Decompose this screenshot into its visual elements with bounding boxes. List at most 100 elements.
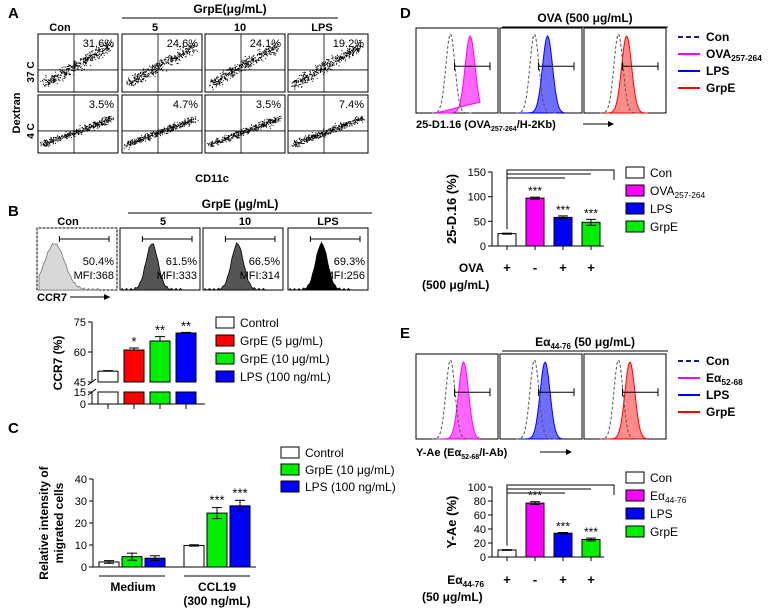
legend-swatch	[215, 316, 235, 329]
legend-swatch	[625, 507, 645, 520]
legend-label: Con	[650, 166, 672, 180]
group-label-ccl19: CCL19	[198, 580, 236, 594]
legend-label: Eα44-76	[650, 489, 687, 505]
legend-label: GrpE (5 μg/mL)	[240, 334, 323, 348]
ccr7-histogram	[289, 241, 351, 291]
control-histogram	[516, 33, 556, 114]
scatter-points	[123, 116, 199, 150]
panel-c-letter: C	[8, 420, 19, 437]
cd11c-axis-label: CD11c	[195, 173, 229, 185]
significance-label: ***	[556, 203, 570, 217]
bar-lower	[175, 391, 197, 405]
ccr7-percent: 69.3%	[334, 256, 365, 268]
y-tick-label: 100	[468, 482, 486, 494]
ea-header: Eα44-76 (50 μg/mL)	[535, 335, 635, 351]
y-tick-label: 20	[474, 538, 486, 550]
quadrant-percent: 24.6%	[167, 38, 198, 50]
col-label-lps: LPS	[311, 22, 332, 34]
legend-label: GrpE	[650, 220, 678, 234]
legend-label: GrpE	[706, 405, 735, 419]
legend-label: GrpE (10 μg/mL)	[240, 352, 330, 366]
b-col-5: 5	[160, 216, 166, 228]
treatment-histogram	[519, 361, 565, 440]
quadrant-percent: 24.1%	[250, 38, 281, 50]
legend-label: LPS	[650, 202, 673, 216]
bar	[553, 532, 573, 558]
bar-lower	[97, 391, 119, 405]
treatment-histogram	[603, 361, 649, 440]
y-tick-label: 60	[74, 347, 86, 359]
bar-lower	[149, 391, 171, 405]
bar	[525, 502, 545, 558]
scatter-points	[291, 115, 365, 148]
treatment-sign: +	[503, 572, 511, 587]
grpe-header: GrpE(μg/mL)	[193, 2, 266, 16]
legend-swatch	[625, 489, 645, 502]
legend-swatch	[625, 166, 645, 179]
significance-label: ***	[209, 493, 224, 508]
scatter-points	[207, 115, 282, 148]
treatment-sign: -	[533, 260, 537, 275]
legend-swatch	[215, 352, 235, 365]
treatment-histogram	[604, 35, 648, 114]
significance-label: ***	[232, 485, 247, 500]
bar	[123, 349, 145, 383]
legend-label: GrpE	[650, 525, 678, 539]
bar	[183, 544, 205, 568]
bar	[553, 216, 573, 247]
b-col-lps: LPS	[317, 216, 338, 228]
panel-c: C 0 10 20 30 40 Relative intensity of migrated…	[8, 420, 396, 608]
y-tick-label: 40	[474, 524, 486, 536]
y-tick-label: 40	[75, 474, 87, 486]
ccr7-arrow-head	[104, 294, 110, 300]
y-tick-label: 50	[474, 216, 486, 228]
treatment-sign: -	[533, 572, 537, 587]
ccr7-mfi: MFI:333	[157, 270, 197, 282]
y-tick-label: 30	[75, 496, 87, 508]
treatment-label: OVA	[459, 261, 484, 275]
legend-label: GrpE (10 μg/mL)	[305, 463, 395, 477]
comparison-bracket	[506, 169, 615, 230]
bar	[525, 197, 545, 247]
quadrant-percent: 31.6%	[83, 38, 114, 50]
scatter-points	[126, 43, 199, 87]
significance-label: **	[181, 318, 191, 333]
legend-label: LPS (100 ng/mL)	[240, 370, 331, 384]
y-axis-title: CCR7 (%)	[51, 336, 65, 391]
legend-label: LPS	[650, 507, 673, 521]
control-histogram	[432, 33, 472, 114]
bar	[497, 549, 517, 558]
legend-swatch	[625, 471, 645, 484]
legend-swatch	[625, 184, 645, 197]
y-axis-title: Y-Ae (%)	[444, 496, 459, 549]
y-tick-label: 0	[480, 552, 486, 564]
bar	[149, 340, 171, 383]
significance-label: ***	[528, 184, 542, 198]
group-sublabel-ccl19: (300 ng/mL)	[183, 594, 250, 608]
bar	[497, 233, 517, 247]
legend-label: OVA257-264	[706, 47, 762, 63]
y-axis-title: 25-D.16 (%)	[444, 174, 459, 244]
panel-a: A GrpE(μg/mL) Con 5 10 LPS Dextran 37 C …	[8, 2, 369, 185]
quadrant-percent: 7.4%	[339, 99, 364, 111]
legend-label: LPS	[706, 388, 729, 402]
ccr7-percent: 66.5%	[249, 256, 280, 268]
legend-label: OVA257-264	[650, 184, 706, 200]
legend-label: Control	[305, 446, 344, 460]
ccr7-histogram	[204, 242, 266, 291]
y-tick-label: 150	[468, 167, 486, 179]
quadrant-percent: 4.7%	[173, 99, 198, 111]
scatter-points	[291, 40, 364, 91]
significance-label: ***	[584, 206, 598, 220]
row-label-4c: 4 C	[26, 123, 37, 139]
ccr7-histogram	[121, 243, 183, 291]
y-axis-title: Relative intensity of	[37, 465, 51, 579]
bar-lower	[123, 391, 145, 405]
panel-e: E Eα44-76 (50 μg/mL) Y-Ae (Eα52-68/I-Ab)…	[400, 325, 743, 604]
y-tick-label: 60	[474, 510, 486, 522]
ccr7-histogram	[38, 242, 100, 291]
ccr7-percent: 61.5%	[166, 256, 197, 268]
control-histogram	[600, 359, 640, 440]
bar	[229, 505, 251, 568]
